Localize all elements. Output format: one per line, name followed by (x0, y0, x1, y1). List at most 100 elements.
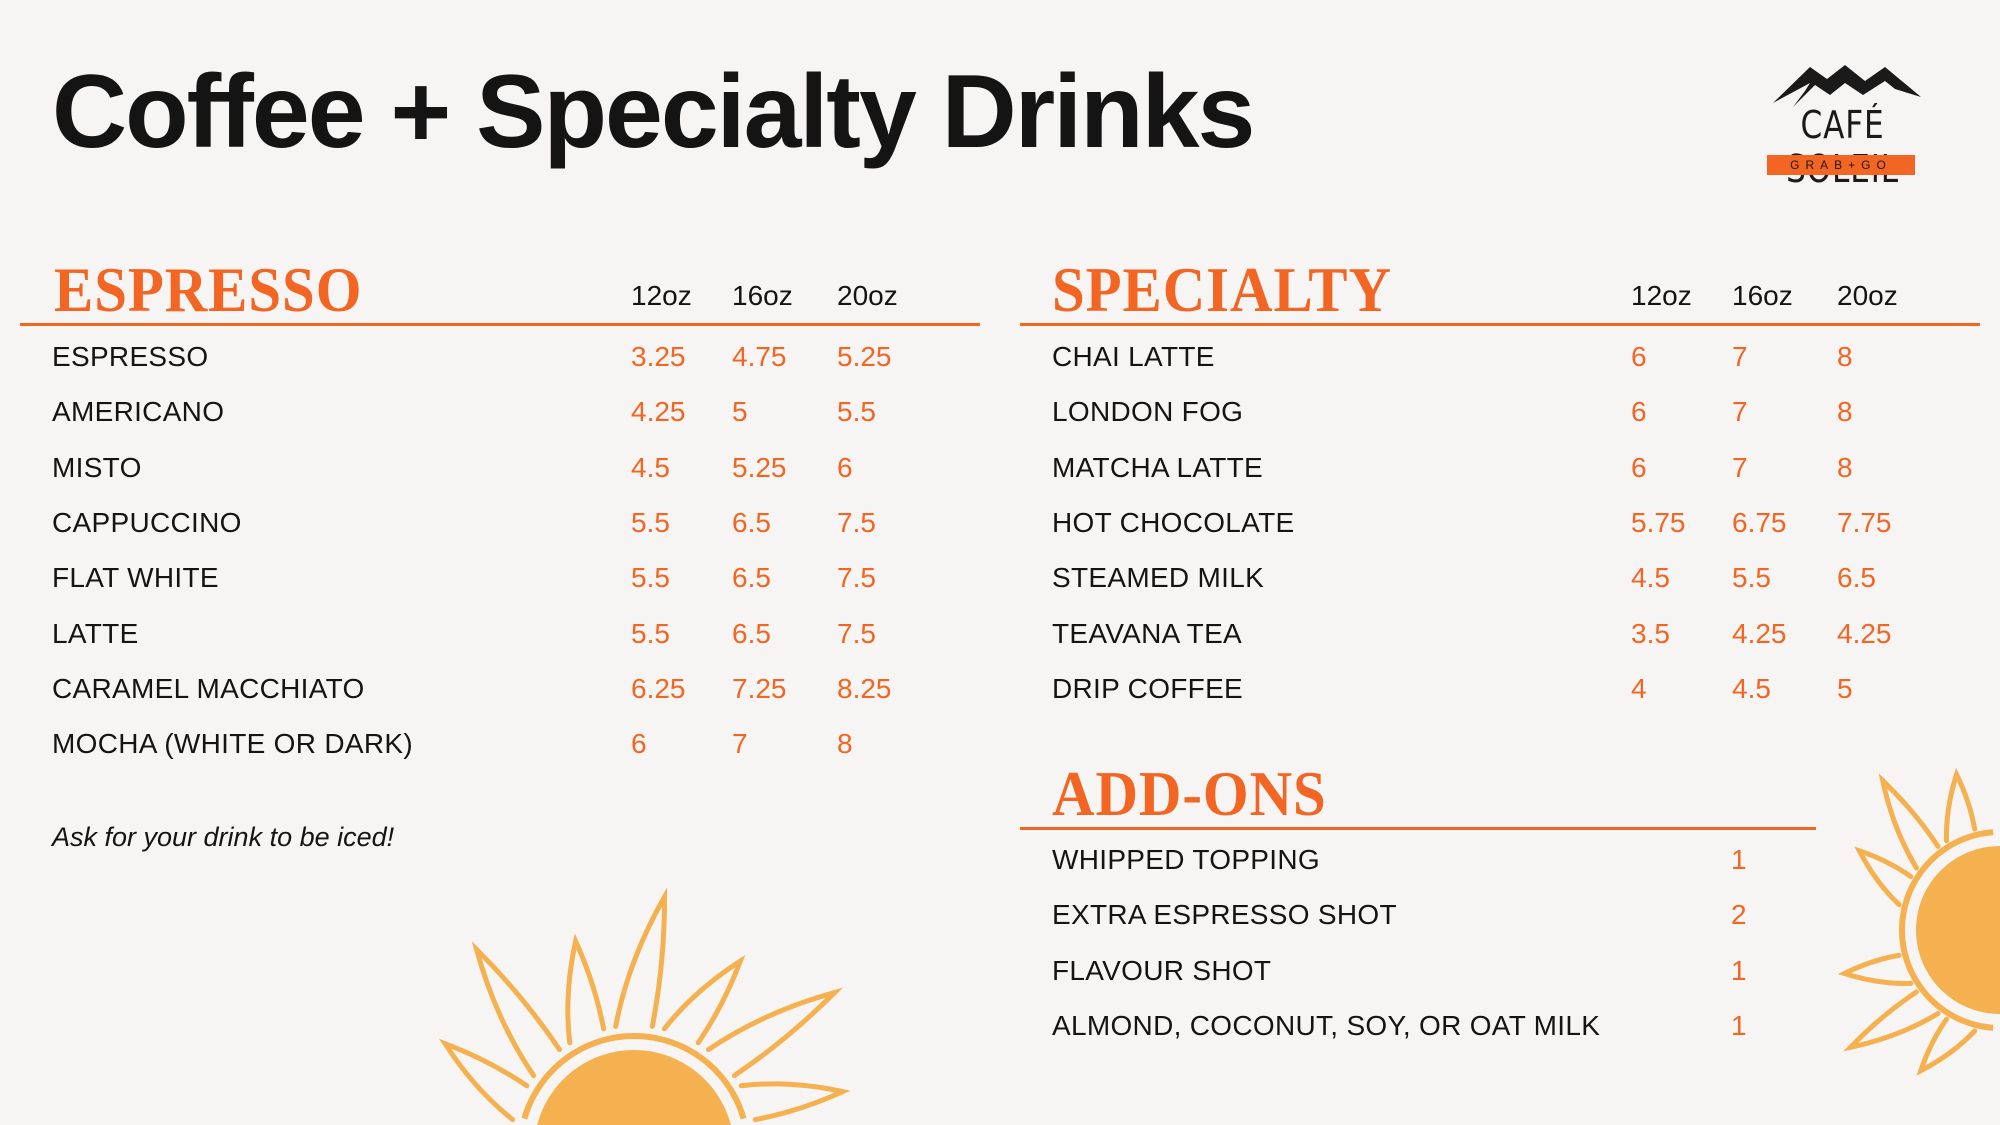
menu-item-price: 8 (1837, 396, 1853, 428)
espresso-heading: ESPRESSO (54, 254, 363, 325)
size-header: 20oz (837, 280, 898, 311)
menu-item-price: 5.5 (631, 562, 670, 594)
sun-ray (438, 1038, 530, 1123)
divider (1020, 827, 1816, 830)
sun-core (1916, 846, 2000, 1014)
sun-ray (1878, 773, 1941, 871)
menu-item-price: 3.5 (1631, 617, 1670, 649)
sun-icon (438, 887, 851, 1125)
menu-item-price: 6 (1631, 451, 1647, 483)
addon-price: 1 (1731, 954, 1747, 986)
sun-ray (471, 941, 563, 1079)
sun-ray (1916, 1016, 1978, 1076)
menu-item-price: 6 (1631, 341, 1647, 372)
menu-item-price: 5 (732, 396, 748, 428)
menu-item-price: 6.5 (732, 562, 771, 594)
menu-item-name: FLAT WHITE (52, 562, 219, 594)
size-header: 12oz (1631, 280, 1692, 311)
logo-tagline: GRAB+GO (1767, 155, 1915, 175)
menu-item-price: 7.25 (732, 672, 787, 704)
addon-name: ALMOND, COCONUT, SOY, OR OAT MILK (1052, 1009, 1601, 1041)
menu-item-name: STEAMED MILK (1052, 562, 1265, 594)
addons-heading: ADD-ONS (1052, 758, 1327, 829)
addon-price: 1 (1731, 1009, 1747, 1041)
addon-name: FLAVOUR SHOT (1052, 954, 1272, 986)
menu-item-price: 6 (631, 728, 647, 760)
menu-item-price: 4.75 (732, 341, 787, 372)
addon-name: EXTRA ESPRESSO SHOT (1052, 899, 1397, 931)
menu-item-price: 4.25 (1837, 617, 1892, 649)
sun-ray (705, 987, 843, 1079)
menu-item-price: 8 (837, 728, 853, 760)
menu-item-price: 6.5 (1837, 562, 1876, 594)
sun-ray (1854, 846, 1914, 908)
specialty-heading: SPECIALTY (1052, 254, 1392, 325)
divider (1020, 323, 1980, 326)
menu-item-price: 7.5 (837, 562, 876, 594)
menu-item-name: LONDON FOG (1052, 396, 1244, 428)
menu-item-price: 5.5 (631, 506, 670, 538)
sun-ray (738, 1081, 851, 1123)
menu-item-price: 4 (1631, 672, 1647, 704)
sun-ray (1837, 952, 1914, 987)
sun-core (534, 1050, 734, 1125)
menu-item-price: 8 (1837, 451, 1853, 483)
menu-item-price: 6 (837, 451, 853, 483)
addon-price: 1 (1731, 844, 1747, 875)
menu-item-price: 5.75 (1631, 506, 1686, 538)
menu-item-price: 6.25 (631, 672, 686, 704)
sun-ray (565, 933, 607, 1046)
menu-item-name: MATCHA LATTE (1052, 451, 1264, 483)
menu-item-name: HOT CHOCOLATE (1052, 506, 1295, 538)
menu-item-price: 7 (1732, 396, 1748, 428)
sun-ray (661, 954, 746, 1046)
menu-item-name: CHAI LATTE (1052, 341, 1215, 372)
menu-item-price: 4.5 (631, 451, 670, 483)
menu-item-name: CARAMEL MACCHIATO (52, 672, 365, 704)
menu-item-price: 7.75 (1837, 506, 1892, 538)
menu-item-price: 4.25 (1732, 617, 1787, 649)
sun-ray (1843, 989, 1941, 1052)
menu-item-price: 7 (1732, 451, 1748, 483)
menu-item-price: 7 (732, 728, 748, 760)
menu-item-price: 7.5 (837, 506, 876, 538)
divider (20, 323, 980, 326)
size-header: 20oz (1837, 280, 1898, 311)
size-header: 16oz (1732, 280, 1793, 311)
menu-item-price: 7.5 (837, 617, 876, 649)
page-title: Coffee + Specialty Drinks (52, 54, 1255, 170)
menu-item-price: 6.5 (732, 617, 771, 649)
menu-item-price: 4.25 (631, 396, 686, 428)
menu-item-price: 7 (1732, 341, 1748, 372)
sun-ray (1943, 767, 1978, 844)
menu-item-price: 3.25 (631, 341, 686, 372)
menu-item-name: AMERICANO (52, 396, 225, 428)
sun-ray (613, 887, 668, 1029)
sun-ring (521, 1032, 747, 1120)
menu-item-price: 5.5 (631, 617, 670, 649)
menu-item-price: 5.5 (1732, 562, 1771, 594)
sun-ring (1898, 829, 1994, 1031)
menu-item-price: 6.5 (732, 506, 771, 538)
menu-item-price: 5.25 (732, 451, 787, 483)
mountains-icon (1773, 65, 1921, 107)
menu-item-price: 6.75 (1732, 506, 1787, 538)
iced-note: Ask for your drink to be iced! (52, 822, 395, 852)
menu-item-price: 6 (1631, 396, 1647, 428)
logo: CAFÉ SOLEIL GRAB+GO (1735, 55, 1950, 191)
menu-item-price: 4.5 (1631, 562, 1670, 594)
menu-item-name: MOCHA (WHITE OR DARK) (52, 728, 413, 760)
menu-item-price: 5.25 (837, 341, 892, 372)
menu-item-name: ESPRESSO (52, 341, 209, 372)
addon-name: WHIPPED TOPPING (1052, 844, 1320, 875)
menu-item-price: 5.5 (837, 396, 876, 428)
menu-item-price: 4.5 (1732, 672, 1771, 704)
menu-item-price: 5 (1837, 672, 1853, 704)
menu-item-name: LATTE (52, 617, 139, 649)
sun-icon (1837, 767, 2000, 1076)
addon-price: 2 (1731, 899, 1747, 931)
menu-item-price: 8 (1837, 341, 1853, 372)
menu-item-name: CAPPUCCINO (52, 506, 242, 538)
menu-item-price: 8.25 (837, 672, 892, 704)
size-header: 12oz (631, 280, 692, 311)
